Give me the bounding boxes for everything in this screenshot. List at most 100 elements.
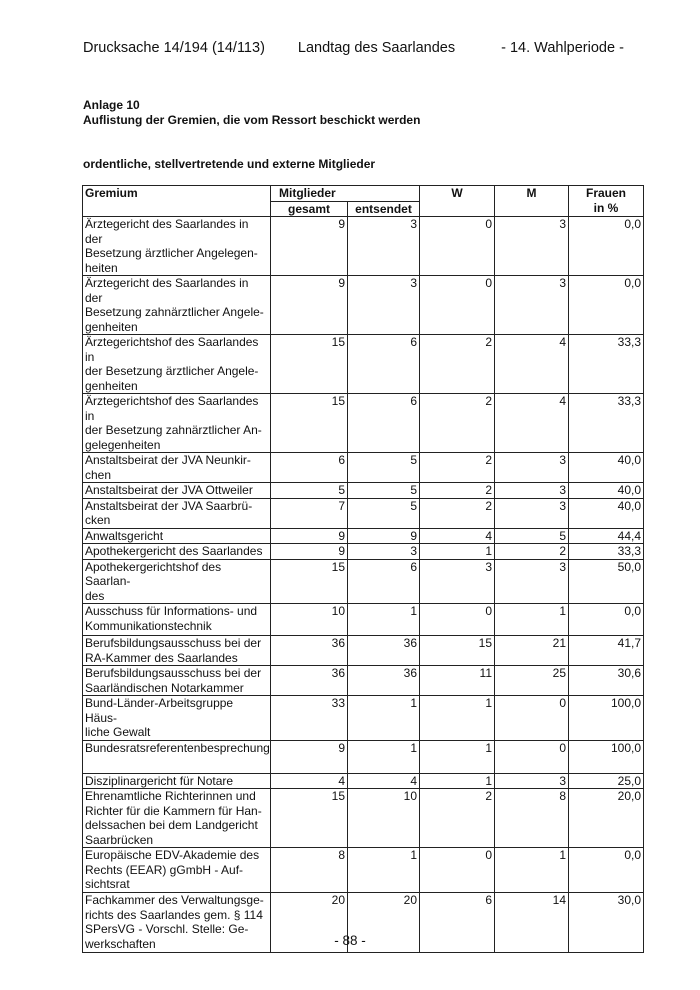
cell-m: 3	[494, 482, 570, 499]
cell-w: 3	[419, 558, 496, 604]
cell-w: 0	[419, 603, 496, 636]
cell-entsendet: 9	[346, 527, 421, 544]
cell-m: 8	[494, 788, 570, 848]
table-row: Fachkammer des Verwaltungsge- richts des…	[82, 892, 645, 953]
annex-label: Anlage 10	[83, 98, 140, 112]
table-row: Apothekergericht des Saarlandes 9 3 1 2 33,3	[82, 543, 645, 560]
cell-entsendet: 1	[346, 603, 421, 636]
cell-m: 1	[494, 603, 570, 636]
cell-gremium: Fachkammer des Verwaltungsge- richts des…	[82, 892, 271, 953]
cell-m: 3	[494, 275, 570, 335]
table-row: Bund-Länder-Arbeitsgruppe Häus- liche Ge…	[82, 695, 645, 741]
cell-m: 14	[494, 892, 570, 953]
cell-frauen-percent: 20,0	[568, 788, 645, 848]
cell-m: 3	[494, 216, 570, 276]
cell-gesamt: 20	[270, 892, 348, 953]
cell-frauen-percent: 33,3	[568, 543, 645, 560]
cell-w: 0	[419, 275, 496, 335]
cell-w: 2	[419, 334, 496, 394]
cell-frauen-percent: 40,0	[568, 482, 645, 499]
cell-m: 3	[494, 497, 570, 529]
cell-w: 1	[419, 772, 496, 789]
cell-frauen-percent: 0,0	[568, 847, 645, 893]
header-w: W	[419, 185, 496, 201]
cell-m: 3	[494, 452, 570, 483]
cell-frauen-percent: 50,0	[568, 558, 645, 604]
cell-entsendet: 3	[346, 216, 421, 276]
cell-gesamt: 15	[270, 558, 348, 604]
cell-m: 2	[494, 543, 570, 560]
legislative-period: - 14. Wahlperiode -	[501, 40, 624, 56]
cell-w: 2	[419, 482, 496, 499]
cell-w: 0	[419, 847, 496, 893]
cell-w: 2	[419, 393, 496, 453]
document-number: Drucksache 14/194 (14/113)	[83, 40, 265, 56]
institution-name: Landtag des Saarlandes	[297, 40, 456, 56]
cell-m: 3	[494, 772, 570, 789]
cell-frauen-percent: 33,3	[568, 393, 645, 453]
committee-table: Gremium Mitglieder W M Frauen gesamt ent…	[82, 185, 645, 953]
cell-gesamt: 9	[270, 543, 348, 560]
cell-gesamt: 9	[270, 275, 348, 335]
cell-gesamt: 33	[270, 695, 348, 741]
table-row: Berufsbildungsausschuss bei der RA-Kamme…	[82, 635, 645, 666]
cell-gremium: Ärztegerichtshof des Saarlandes in der B…	[82, 393, 271, 453]
header-frauen: Frauen	[568, 185, 645, 201]
section-title: ordentliche, stellvertretende und extern…	[83, 157, 376, 171]
cell-gesamt: 8	[270, 847, 348, 893]
cell-entsendet: 4	[346, 772, 421, 789]
cell-frauen-percent: 0,0	[568, 216, 645, 276]
cell-gremium: Ärztegericht des Saarlandes in der Beset…	[82, 275, 271, 335]
cell-frauen-percent: 41,7	[568, 635, 645, 666]
cell-gesamt: 15	[270, 393, 348, 453]
cell-entsendet: 20	[346, 892, 421, 953]
page-number: - 88 -	[334, 933, 366, 948]
cell-m: 4	[494, 393, 570, 453]
header-mitglieder: Mitglieder	[269, 185, 421, 202]
cell-gesamt: 10	[270, 603, 348, 636]
cell-frauen-percent: 40,0	[568, 452, 645, 483]
cell-entsendet: 6	[346, 558, 421, 604]
page-header: Drucksache 14/194 (14/113) Landtag des Sa…	[83, 40, 624, 56]
cell-gremium: Bund-Länder-Arbeitsgruppe Häus- liche Ge…	[82, 695, 271, 741]
table-row: Disziplinargericht für Notare 4 4 1 3 25,0	[82, 772, 645, 789]
cell-w: 2	[419, 788, 496, 848]
cell-w: 2	[419, 452, 496, 483]
cell-entsendet: 36	[346, 665, 421, 696]
cell-gesamt: 15	[270, 788, 348, 848]
cell-gesamt: 5	[270, 482, 348, 499]
table-row: Europäische EDV-Akademie des Rechts (EEA…	[82, 847, 645, 893]
cell-entsendet: 5	[346, 497, 421, 529]
cell-m: 3	[494, 558, 570, 604]
cell-gremium: Anstaltsbeirat der JVA Neunkir- chen	[82, 452, 271, 483]
cell-frauen-percent: 100,0	[568, 739, 645, 774]
cell-gremium: Ärztegerichtshof des Saarlandes in der B…	[82, 334, 271, 394]
cell-m: 25	[494, 665, 570, 696]
cell-w: 4	[419, 527, 496, 544]
cell-m: 4	[494, 334, 570, 394]
cell-m: 0	[494, 695, 570, 741]
table-row: Ärztegericht des Saarlandes in der Beset…	[82, 216, 645, 276]
cell-entsendet: 10	[346, 788, 421, 848]
cell-m: 21	[494, 635, 570, 666]
cell-entsendet: 36	[346, 635, 421, 666]
cell-gremium: Anstaltsbeirat der JVA Ottweiler	[82, 482, 271, 499]
annex-title: Auflistung der Gremien, die vom Ressort …	[83, 113, 421, 127]
cell-entsendet: 5	[346, 452, 421, 483]
cell-frauen-percent: 25,0	[568, 772, 645, 789]
table-row: Anstaltsbeirat der JVA Ottweiler 5 5 2 3 40,0	[82, 482, 645, 499]
table-row: Apothekergerichtshof des Saarlan- des 15 6…	[82, 558, 645, 604]
header-entsendet: entsendet	[346, 200, 421, 217]
header-in-percent: in %	[568, 201, 645, 217]
cell-frauen-percent: 30,0	[568, 892, 645, 953]
cell-entsendet: 1	[346, 695, 421, 741]
table-row: Bundesratsreferentenbesprechung 9 1 1 0 100,0	[82, 739, 645, 774]
cell-m: 5	[494, 527, 570, 544]
cell-gremium: Anwaltsgericht	[82, 527, 271, 544]
cell-entsendet: 6	[346, 393, 421, 453]
cell-frauen-percent: 0,0	[568, 275, 645, 335]
cell-entsendet: 3	[346, 543, 421, 560]
cell-gesamt: 9	[270, 739, 348, 774]
cell-frauen-percent: 0,0	[568, 603, 645, 636]
cell-m: 1	[494, 847, 570, 893]
